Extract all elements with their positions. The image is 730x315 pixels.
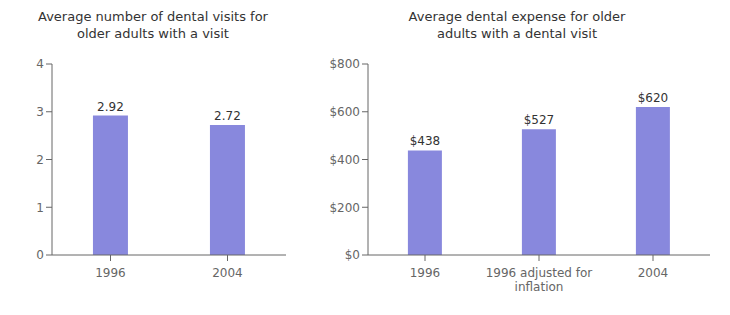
svg-text:0: 0 — [36, 248, 44, 262]
svg-text:4: 4 — [36, 57, 44, 71]
svg-text:$200: $200 — [329, 201, 360, 215]
svg-text:2004: 2004 — [212, 266, 243, 280]
svg-text:2.92: 2.92 — [97, 100, 124, 114]
svg-text:1996: 1996 — [95, 266, 126, 280]
svg-text:$800: $800 — [329, 57, 360, 71]
svg-text:1996 adjusted forinflation: 1996 adjusted forinflation — [486, 266, 593, 294]
svg-text:3: 3 — [36, 105, 44, 119]
svg-text:$400: $400 — [329, 153, 360, 167]
html-text:Average number of dental visit: Average number of dental visits for olde… — [38, 9, 268, 41]
svg-text:2: 2 — [36, 153, 44, 167]
svg-text:$620: $620 — [638, 91, 669, 105]
svg-text:2.72: 2.72 — [214, 109, 241, 123]
svg-text:1996: 1996 — [410, 266, 441, 280]
svg-text:$527: $527 — [524, 113, 555, 127]
svg-text:1: 1 — [36, 201, 44, 215]
html-text:Average dental expense for old: Average dental expense for older adults … — [408, 9, 626, 41]
svg-text:$0: $0 — [345, 248, 360, 262]
svg-text:$600: $600 — [329, 105, 360, 119]
svg-text:$438: $438 — [410, 134, 441, 148]
svg-text:2004: 2004 — [638, 266, 669, 280]
